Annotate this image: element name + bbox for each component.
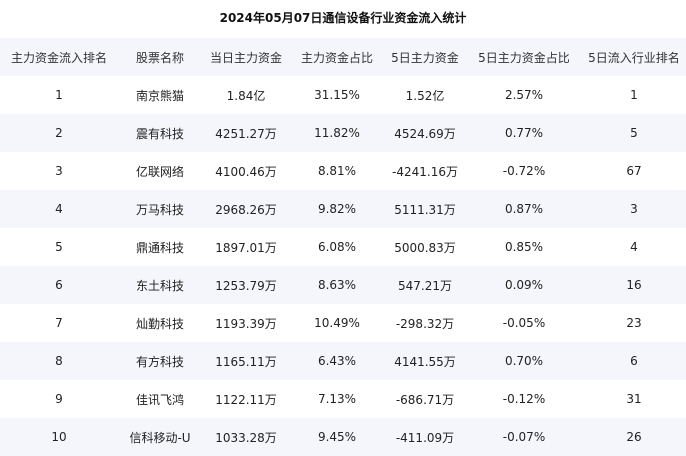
- table-cell: 1: [630, 88, 638, 102]
- table-cell: 3: [55, 164, 63, 178]
- table-title: 2024年05月07日通信设备行业资金流入统计: [219, 11, 467, 25]
- fund-flow-table: 主力资金流入排名 股票名称 当日主力资金 主力资金占比 5日主力资金 5日主力资…: [0, 38, 686, 456]
- table-cell: 11.82%: [314, 126, 360, 140]
- table-cell: 0.87%: [504, 202, 544, 216]
- table-cell: -686.71万: [395, 392, 455, 407]
- table-row: 5 鼎通科技 1897.01万 6.08% 5000.83万 0.85% 4: [0, 228, 686, 266]
- table-cell: 6.43%: [317, 354, 357, 368]
- table-cell: 有方科技: [135, 354, 184, 369]
- table-cell: 1.84亿: [226, 88, 266, 103]
- table-cell: 8: [55, 354, 63, 368]
- table-cell: 7: [55, 316, 63, 330]
- header-cell: 5日主力资金占比: [478, 50, 570, 65]
- header-cell: 当日主力资金: [209, 50, 282, 65]
- table-cell: 5000.83万: [394, 240, 456, 255]
- table-cell: 3: [630, 202, 638, 216]
- header-cell: 主力资金流入排名: [10, 50, 107, 65]
- table-cell: 1: [55, 88, 63, 102]
- table-row: 9 佳讯飞鸿 1122.11万 7.13% -686.71万 -0.12% 31: [0, 380, 686, 418]
- table-cell: -0.07%: [502, 430, 546, 444]
- table-body: 1 南京熊猫 1.84亿 31.15% 1.52亿 2.57% 1 2 震有科技 4251.27万…: [0, 76, 686, 456]
- table-cell: 1193.39万: [215, 316, 277, 331]
- table-cell: 16: [626, 278, 642, 292]
- table-header-row: 主力资金流入排名 股票名称 当日主力资金 主力资金占比 5日主力资金 5日主力资…: [0, 38, 686, 76]
- table-row: 10 信科移动-U 1033.28万 9.45% -411.09万 -0.07% 26: [0, 418, 686, 456]
- table-row: 8 有方科技 1165.11万 6.43% 4141.55万 0.70% 6: [0, 342, 686, 380]
- table-cell: 67: [626, 164, 642, 178]
- table-row: 6 东土科技 1253.79万 8.63% 547.21万 0.09% 16: [0, 266, 686, 304]
- table-cell: -298.32万: [395, 316, 455, 331]
- table-cell: 23: [626, 316, 642, 330]
- table-row: 7 灿勤科技 1193.39万 10.49% -298.32万 -0.05% 23: [0, 304, 686, 342]
- table-cell: 0.77%: [504, 126, 544, 140]
- table-cell: 4: [630, 240, 638, 254]
- table-cell: 4100.46万: [215, 164, 277, 179]
- table-cell: 9.82%: [317, 202, 357, 216]
- header-cell: 5日主力资金: [391, 50, 459, 65]
- table-cell: 亿联网络: [135, 164, 184, 179]
- table-cell: 7.13%: [317, 392, 357, 406]
- table-cell: 1165.11万: [215, 354, 277, 369]
- table-cell: 6: [630, 354, 638, 368]
- table-cell: 4: [55, 202, 63, 216]
- table-cell: -0.12%: [502, 392, 546, 406]
- table-cell: 4251.27万: [215, 126, 277, 141]
- table-cell: 8.81%: [317, 164, 357, 178]
- table-cell: 31: [626, 392, 642, 406]
- table-cell: 灿勤科技: [135, 316, 184, 331]
- table-cell: 9.45%: [317, 430, 357, 444]
- table-cell: 4141.55万: [394, 354, 456, 369]
- table-cell: 鼎通科技: [135, 240, 184, 255]
- table-cell: 2.57%: [504, 88, 544, 102]
- table-row: 3 亿联网络 4100.46万 8.81% -4241.16万 -0.72% 67: [0, 152, 686, 190]
- table-cell: 佳讯飞鸿: [135, 392, 184, 407]
- table-cell: 南京熊猫: [135, 88, 184, 103]
- table-cell: 26: [626, 430, 642, 444]
- table-cell: 10: [51, 430, 67, 444]
- table-cell: 547.21万: [398, 278, 452, 293]
- table-cell: 6.08%: [317, 240, 357, 254]
- table-cell: 6: [55, 278, 63, 292]
- table-cell: 1.52亿: [405, 88, 445, 103]
- table-cell: 1033.28万: [215, 430, 277, 445]
- table-cell: 1122.11万: [215, 392, 277, 407]
- table-cell: 31.15%: [314, 88, 360, 102]
- table-cell: -4241.16万: [392, 164, 458, 179]
- table-cell: -411.09万: [395, 430, 455, 445]
- table-cell: 2968.26万: [215, 202, 277, 217]
- table-cell: 9: [55, 392, 63, 406]
- table-cell: 5111.31万: [394, 202, 456, 217]
- table-cell: 2: [55, 126, 63, 140]
- table-cell: 万马科技: [135, 202, 184, 217]
- table-cell: 5: [55, 240, 63, 254]
- table-cell: 10.49%: [314, 316, 360, 330]
- table-cell: 震有科技: [135, 126, 184, 141]
- table-cell: -0.72%: [502, 164, 546, 178]
- table-cell: 4524.69万: [394, 126, 456, 141]
- table-row: 2 震有科技 4251.27万 11.82% 4524.69万 0.77% 5: [0, 114, 686, 152]
- table-cell: 信科移动-U: [129, 430, 191, 445]
- table-cell: 0.09%: [504, 278, 544, 292]
- header-cell: 主力资金占比: [300, 50, 373, 65]
- header-cell: 5日流入行业排名: [588, 50, 680, 65]
- table-cell: 1253.79万: [215, 278, 277, 293]
- table-cell: 8.63%: [317, 278, 357, 292]
- table-cell: 1897.01万: [215, 240, 277, 255]
- table-cell: 5: [630, 126, 638, 140]
- header-cell: 股票名称: [135, 50, 184, 65]
- table-row: 1 南京熊猫 1.84亿 31.15% 1.52亿 2.57% 1: [0, 76, 686, 114]
- table-cell: -0.05%: [502, 316, 546, 330]
- table-cell: 东土科技: [135, 278, 184, 293]
- table-cell: 0.85%: [504, 240, 544, 254]
- table-cell: 0.70%: [504, 354, 544, 368]
- table-row: 4 万马科技 2968.26万 9.82% 5111.31万 0.87% 3: [0, 190, 686, 228]
